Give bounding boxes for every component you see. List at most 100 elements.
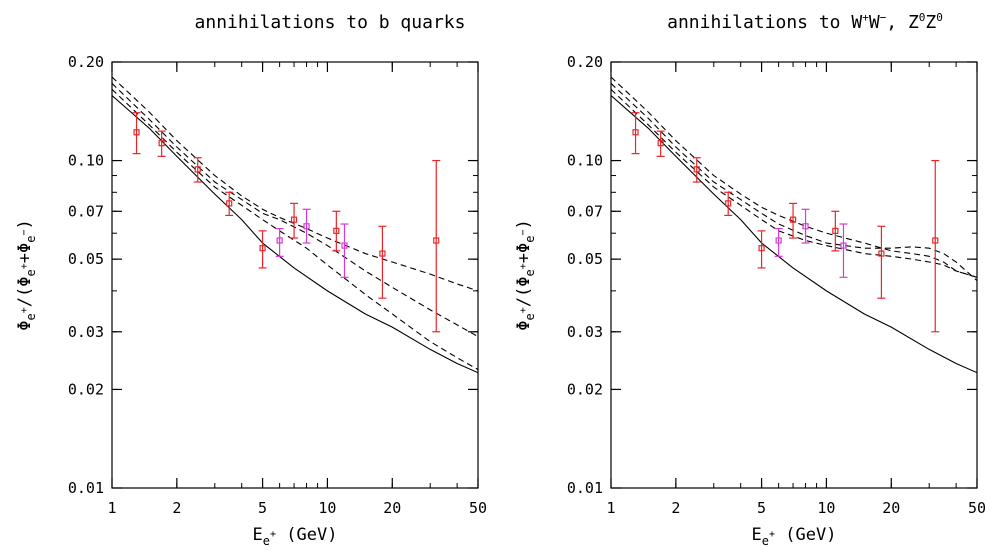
p1-y-tick-label: 0.02 <box>567 380 603 398</box>
p1-title-part: − <box>880 11 887 24</box>
left-chart-panel: annihilations to b quarks 1 2 5 10 20 50 0.01 0.… <box>15 12 487 548</box>
p0-plot-frame <box>111 61 479 489</box>
p1-x-tick-label: 10 <box>817 499 835 517</box>
p0-x-tick-label: 20 <box>383 499 401 517</box>
p0-red-data-point <box>194 166 201 173</box>
p1-magenta-data-point <box>840 242 847 249</box>
p1-y-label-part: e <box>523 236 537 243</box>
p0-dashed-model-curve <box>112 83 478 338</box>
p0-y-label-part: +Φ <box>15 243 35 263</box>
p0-red-data-point <box>226 200 233 207</box>
p0-y-label-part: + <box>19 307 30 313</box>
p1-dashed-model-curve <box>611 88 977 278</box>
p0-red-data-point <box>259 245 266 252</box>
p1-y-label-part: e <box>523 313 537 320</box>
p1-y-axis-label: Φe+/(Φe++Φe−) <box>514 219 537 331</box>
p1-red-data-point <box>657 140 664 147</box>
p1-x-axis-label: Ee+ (GeV) <box>752 525 837 548</box>
p1-y-tick-label: 0.07 <box>567 202 603 220</box>
p1-x-label-unit: (GeV) <box>775 525 836 545</box>
p1-y-label-part: − <box>518 230 529 236</box>
p0-magenta-data-point <box>341 242 348 249</box>
p1-y-label-part: ) <box>514 219 534 229</box>
p1-red-data-point <box>725 200 732 207</box>
p1-red-data-point <box>932 237 939 244</box>
p1-y-label-part: + <box>518 263 529 269</box>
p1-title-part: annihilations to W <box>667 12 862 33</box>
p0-chart-title: annihilations to b quarks <box>195 12 466 33</box>
p0-y-tick-label: 0.10 <box>68 152 104 170</box>
p1-y-tick-label: 0.03 <box>567 323 603 341</box>
p1-x-tick-label: 2 <box>671 499 680 517</box>
p0-red-data-point <box>158 140 165 147</box>
p1-title-part: W <box>869 12 880 33</box>
p0-x-axis-label: Ee+ (GeV) <box>253 525 338 548</box>
p0-y-label-part: e <box>24 269 38 276</box>
p0-magenta-data-point <box>303 223 310 230</box>
p0-red-data-point <box>133 129 140 136</box>
p1-dashed-model-curve <box>611 76 977 278</box>
p0-y-tick-label: 0.07 <box>68 202 104 220</box>
p0-x-tick-label: 2 <box>172 499 181 517</box>
p0-x-tick-label: 10 <box>318 499 336 517</box>
p1-y-tick-label: 0.20 <box>567 53 603 71</box>
p1-red-data-point <box>693 166 700 173</box>
p1-magenta-data-point <box>775 237 782 244</box>
p1-x-tick-label: 20 <box>882 499 900 517</box>
p0-x-tick-label: 5 <box>258 499 267 517</box>
p0-title-part: annihilations to b quarks <box>195 12 466 33</box>
p0-red-data-point <box>290 216 298 223</box>
p1-title-part: , Z <box>886 12 919 33</box>
p1-red-data-point <box>832 227 839 234</box>
p0-y-tick-label: 0.05 <box>68 250 104 268</box>
p0-y-tick-label: 0.03 <box>68 323 104 341</box>
p0-x-tick-label: 50 <box>469 499 487 517</box>
p1-chart-title: annihilations to W+W−, Z0Z0 <box>667 11 943 33</box>
p0-x-label-main: E <box>253 525 263 545</box>
p1-red-data-point <box>789 216 797 223</box>
p0-x-label-sup: + <box>270 529 276 540</box>
p1-title-part: 0 <box>919 11 926 24</box>
p1-plot-area <box>611 76 977 374</box>
p0-dashed-model-curve <box>112 88 478 371</box>
p1-y-label-part: +Φ <box>514 243 534 263</box>
p0-solid-background-curve <box>112 95 478 374</box>
p1-magenta-data-point <box>802 223 809 230</box>
p0-y-label-part: Φ <box>15 321 35 331</box>
p0-y-label-part: e <box>24 313 38 320</box>
p0-red-data-point <box>379 250 386 257</box>
p1-y-tick-label: 0.10 <box>567 152 603 170</box>
p0-y-axis-label: Φe+/(Φe++Φe−) <box>15 219 38 331</box>
p0-x-label-unit: (GeV) <box>276 525 337 545</box>
p1-y-tick-label: 0.01 <box>567 479 603 497</box>
p0-plot-area <box>112 76 478 374</box>
p1-x-tick-label: 50 <box>968 499 986 517</box>
p1-title-part: + <box>862 11 869 24</box>
p0-y-label-part: e <box>24 236 38 243</box>
p0-y-tick-label: 0.02 <box>68 380 104 398</box>
p1-x-label-sub: e <box>762 534 769 548</box>
p0-y-label-part: − <box>19 230 30 236</box>
p0-red-data-point <box>333 227 340 234</box>
p1-plot-frame <box>610 61 978 489</box>
p0-x-tick-label: 1 <box>107 499 116 517</box>
p1-y-label-part: + <box>518 307 529 313</box>
p0-red-data-point <box>433 237 440 244</box>
p1-title-part: Z <box>925 12 936 33</box>
p1-red-data-point <box>878 250 885 257</box>
p1-red-data-point <box>758 245 765 252</box>
p0-y-tick-label: 0.01 <box>68 479 104 497</box>
p1-x-label-sup: + <box>769 529 775 540</box>
p1-title-part: 0 <box>936 11 943 24</box>
p1-x-tick-label: 1 <box>606 499 615 517</box>
p0-y-label-part: /(Φ <box>15 277 35 308</box>
p1-x-tick-label: 5 <box>757 499 766 517</box>
p1-y-tick-label: 0.05 <box>567 250 603 268</box>
p0-y-label-part: ) <box>15 219 35 229</box>
p1-solid-background-curve <box>611 95 977 374</box>
p0-x-label-sub: e <box>263 534 270 548</box>
p0-y-tick-label: 0.20 <box>68 53 104 71</box>
p0-y-label-part: + <box>19 263 30 269</box>
